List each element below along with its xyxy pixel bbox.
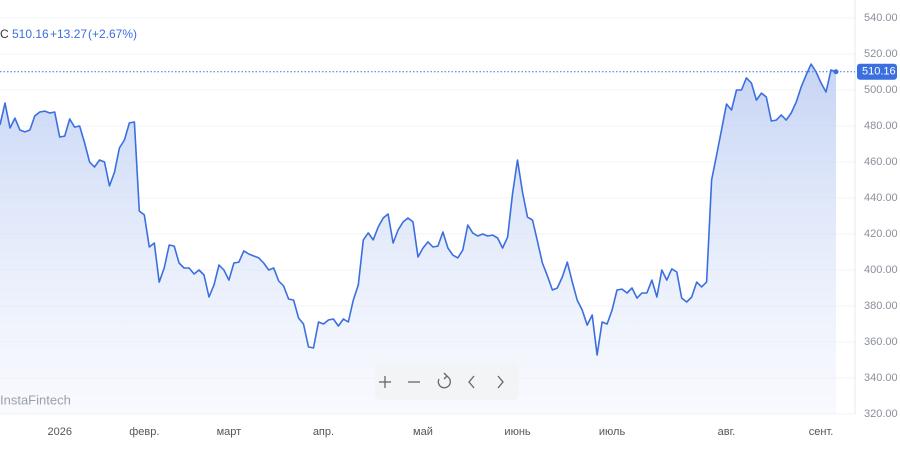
x-tick-label: февр. [129,426,159,438]
change: +13.27 [50,27,87,41]
x-tick-label: июнь [504,426,530,438]
x-tick-label: сент. [809,426,834,438]
y-tick-label: 500.00 [864,84,898,96]
x-tick-label: апр. [313,426,334,438]
y-tick-label: 340.00 [864,372,898,384]
change-pct: (+2.67%) [88,27,137,41]
x-tick-label: март [217,426,242,438]
scroll-right[interactable] [497,375,504,389]
last-point [833,69,839,75]
y-tick-label: 400.00 [864,264,898,276]
x-tick-label: май [413,426,433,438]
reset[interactable] [437,372,451,389]
x-tick-label: июль [599,426,626,438]
y-tick-label: 460.00 [864,156,898,168]
y-tick-label: 520.00 [864,48,898,60]
y-tick-label: 540.00 [864,12,898,24]
scroll-left[interactable] [468,375,475,389]
zoom-in[interactable] [379,376,391,388]
price: 510.16 [12,27,49,41]
x-tick-label: авг. [718,426,736,438]
price-line [0,63,837,356]
price-tag [857,63,897,80]
nav-bg [375,364,519,400]
y-tick-label: 440.00 [864,192,898,204]
nav-controls [375,364,519,400]
area-fill [0,64,836,414]
price-tag-label: 510.16 [862,66,896,78]
header: C 510.16 +13.27 (+2.67%) [0,27,137,41]
y-tick-label: 320.00 [864,408,898,420]
y-tick-label: 420.00 [864,228,898,240]
x-tick-label: 2026 [47,426,71,438]
y-tick-label: 380.00 [864,300,898,312]
plot-area [0,0,856,415]
symbol: C [0,27,9,41]
watermark: InstaFintech [0,392,71,407]
y-tick-label: 480.00 [864,120,898,132]
y-tick-label: 360.00 [864,336,898,348]
